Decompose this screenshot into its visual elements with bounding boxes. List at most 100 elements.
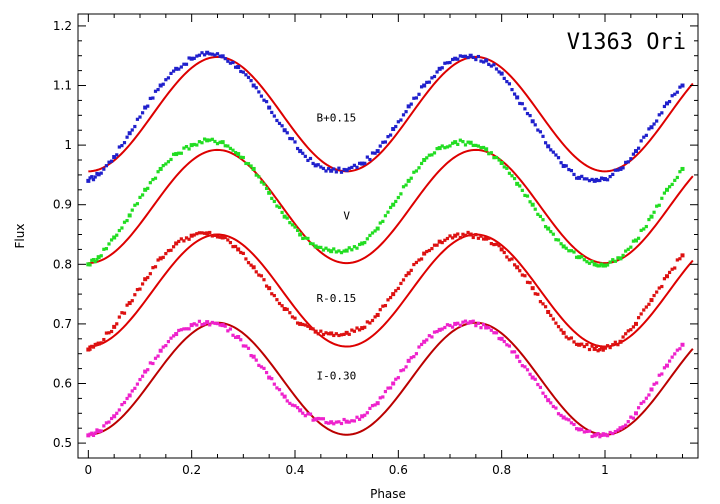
data-point [605,263,610,267]
data-point [554,321,558,325]
data-point [148,181,152,185]
data-point [590,259,594,264]
data-point [368,406,372,410]
data-point [122,141,127,145]
data-point [208,230,212,235]
data-point [680,166,685,171]
data-point [530,286,535,291]
data-point [657,113,661,117]
data-point [611,258,615,262]
data-point [143,277,148,282]
series-label: V [343,210,350,223]
data-point [388,205,393,210]
data-point [419,342,424,347]
data-point [339,170,344,174]
data-point [104,331,109,335]
data-point [298,232,303,237]
data-point [577,175,582,180]
x-tick-label: 0.2 [182,463,201,477]
data-point [360,241,365,246]
x-tick-label: 0.6 [389,463,408,477]
x-tick-label: 0.8 [492,463,511,477]
data-point [613,429,617,434]
data-point [667,185,672,189]
data-point [474,324,478,328]
data-point [461,232,465,236]
data-point [525,194,530,198]
data-point [422,251,427,256]
data-point [280,304,284,308]
data-point [352,245,357,249]
data-point [502,165,506,169]
data-point [680,83,685,88]
data-point [282,307,287,312]
data-point [582,430,586,434]
x-tick-label: 0 [85,463,93,477]
data-point [479,326,483,330]
data-point [538,300,543,304]
data-point [556,238,561,242]
data-point [543,394,548,399]
data-point [505,79,509,84]
data-point [644,305,648,309]
data-point [326,167,331,171]
data-point [499,247,504,252]
data-point [476,321,481,325]
x-tick-label: 1 [601,463,609,477]
data-point [306,236,310,241]
data-point [523,274,527,278]
data-point [347,332,351,336]
data-point [497,336,501,341]
data-point [510,174,514,178]
data-point [275,118,279,123]
data-point [251,354,256,359]
data-point [502,339,506,344]
data-point [231,148,235,152]
data-point [414,352,419,356]
data-point [642,227,646,231]
data-point [117,315,121,319]
data-point [107,242,111,246]
data-point [647,302,651,306]
data-point [437,146,442,151]
data-point [497,70,501,74]
data-point [93,260,97,264]
data-point [127,393,132,398]
data-point [293,404,297,408]
data-point [644,396,648,400]
data-point [621,425,625,429]
data-point [404,183,408,187]
data-point [272,199,276,204]
data-point [321,417,326,421]
data-point [280,124,284,128]
data-point [642,308,646,312]
data-point [96,255,101,260]
data-point [236,65,241,70]
data-point [388,295,393,300]
data-point [254,86,258,90]
data-point [146,368,150,372]
data-point [437,239,442,244]
data-point [474,233,478,237]
data-point [680,342,685,347]
data-point [639,312,643,316]
data-point [381,395,385,399]
data-point [608,430,612,435]
data-point [275,298,279,302]
data-point [375,401,380,406]
data-point [135,287,140,292]
data-point [639,401,643,406]
y-axis-title: Flux [13,224,27,249]
data-point [153,356,158,360]
data-point [525,280,530,284]
data-point [655,381,659,385]
data-point [417,92,421,96]
data-point [313,329,318,334]
data-point [461,140,465,144]
data-point [657,203,661,207]
data-point [636,316,641,320]
data-point [530,119,535,124]
data-point [104,421,109,425]
data-point [430,335,434,339]
data-point [360,326,365,331]
